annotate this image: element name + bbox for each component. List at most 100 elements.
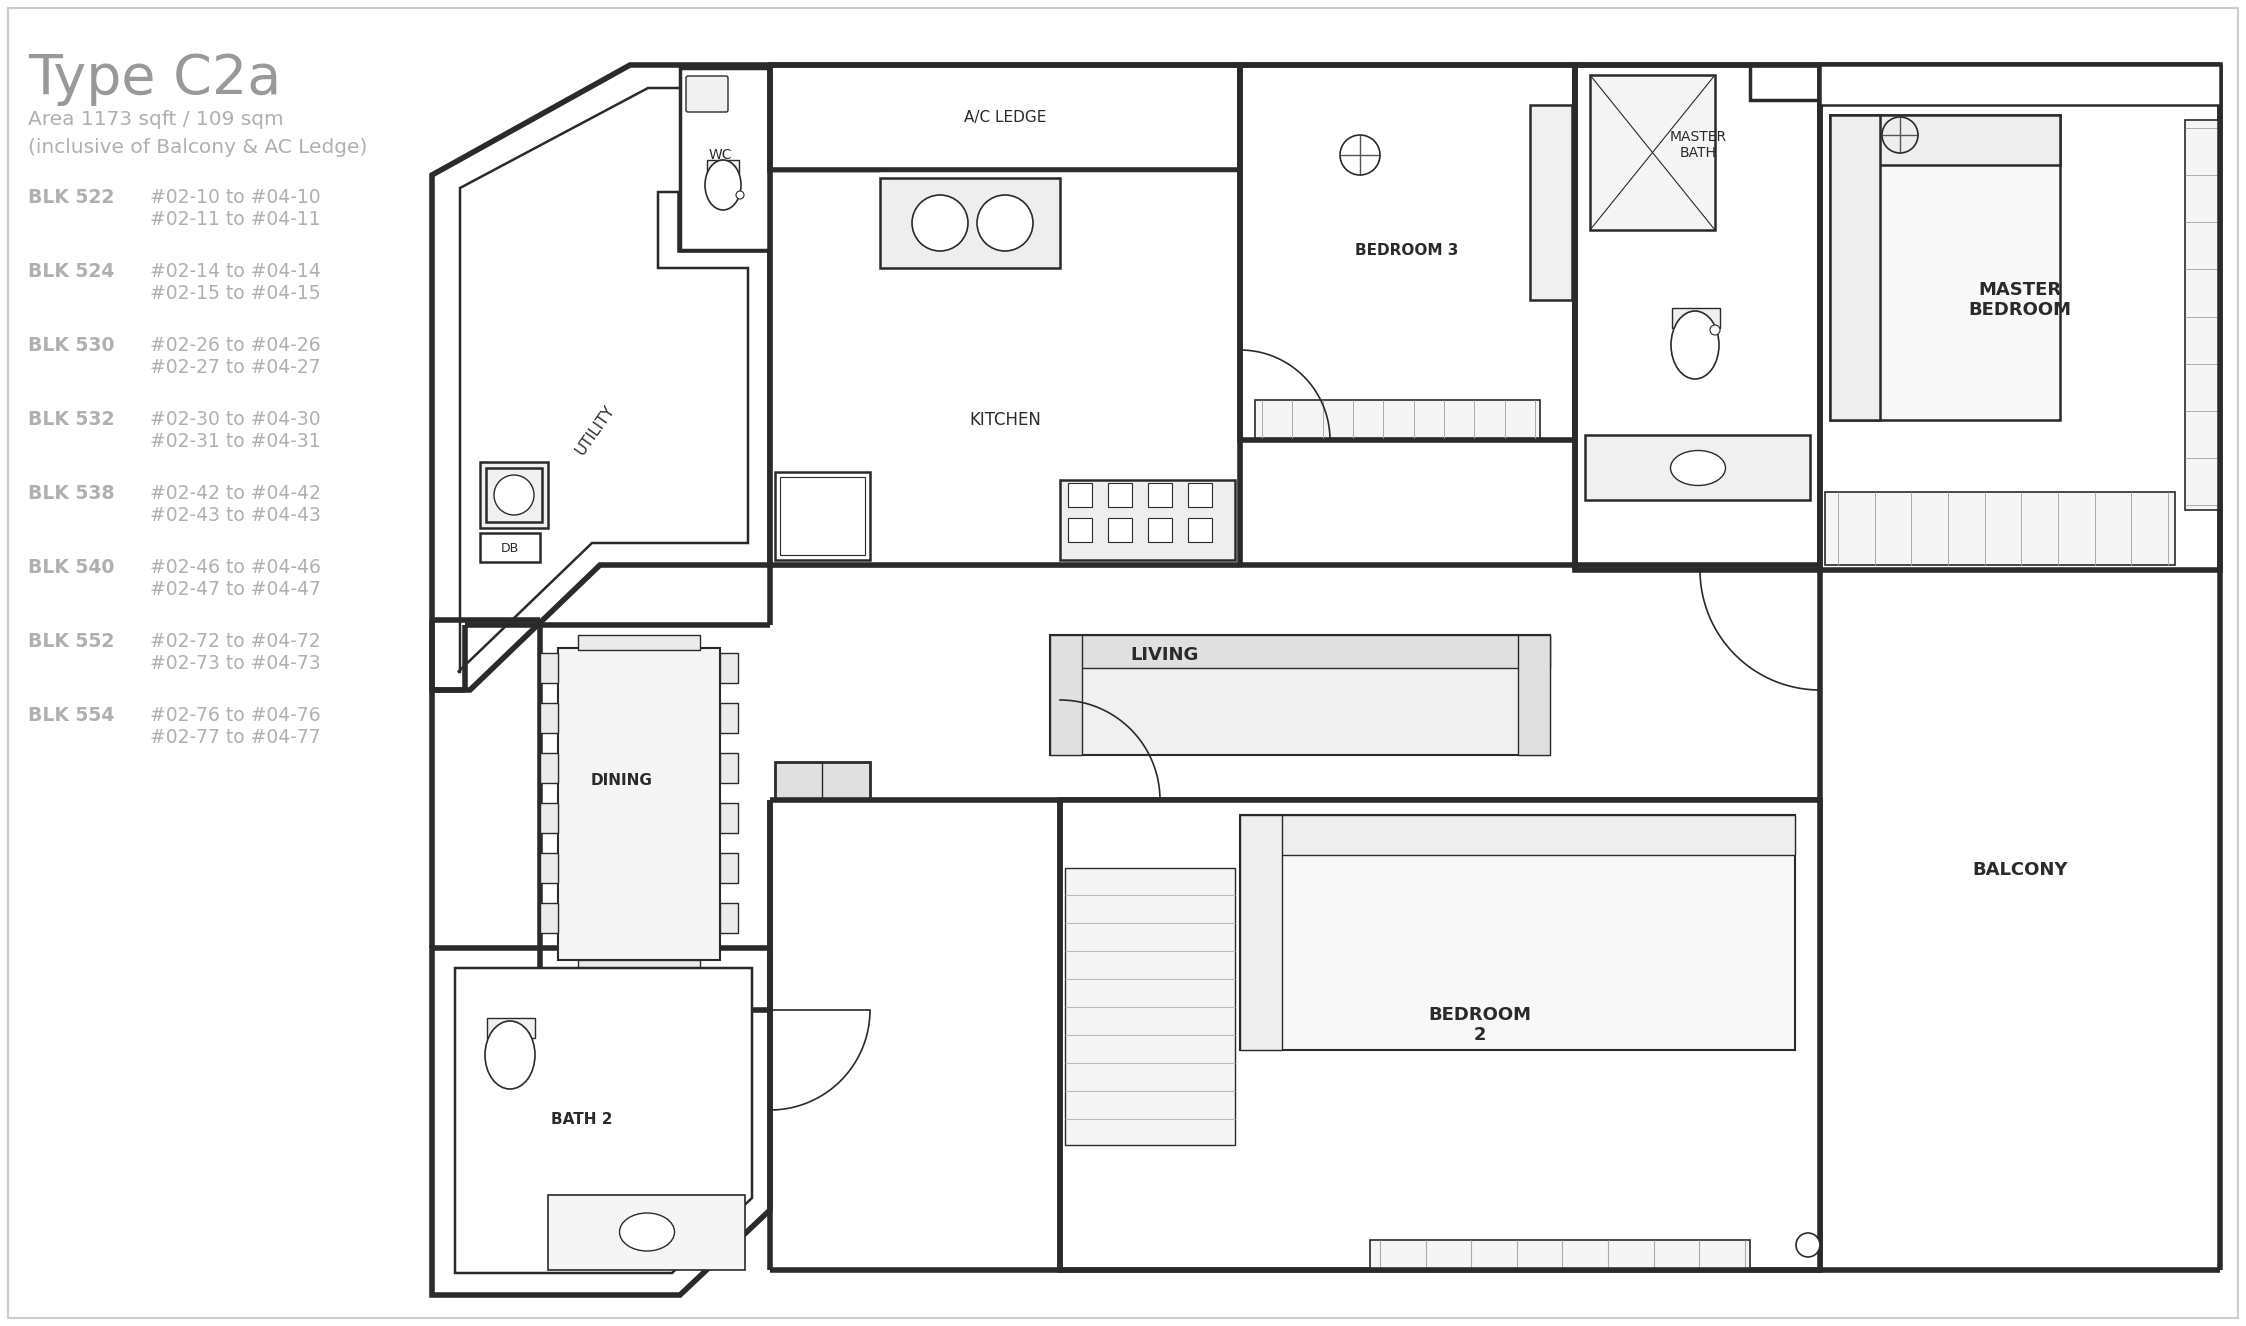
Text: BLK 532: BLK 532 [27, 410, 115, 430]
Bar [539, 903, 557, 934]
Bar [1148, 483, 1172, 507]
Text: BALCONY: BALCONY [1972, 861, 2069, 879]
Text: A/C LEDGE: A/C LEDGE [964, 110, 1047, 125]
Text: LIVING: LIVING [1130, 646, 1199, 664]
Bar [775, 762, 869, 800]
Bar [1107, 483, 1132, 507]
Polygon shape [456, 968, 752, 1273]
Bar [721, 903, 739, 934]
Bar [1530, 105, 1572, 300]
Bar [539, 703, 557, 733]
Text: #02-10 to #04-10: #02-10 to #04-10 [150, 188, 321, 207]
Bar [548, 1195, 746, 1270]
Polygon shape [431, 948, 770, 1296]
Bar [775, 472, 869, 560]
FancyBboxPatch shape [685, 76, 728, 111]
Text: #02-27 to #04-27: #02-27 to #04-27 [150, 358, 321, 377]
Circle shape [1797, 1233, 1819, 1257]
Text: #02-42 to #04-42: #02-42 to #04-42 [150, 484, 321, 503]
Bar [1049, 635, 1550, 668]
Text: #02-31 to #04-31: #02-31 to #04-31 [150, 432, 321, 451]
Bar [1830, 115, 2060, 420]
Text: DINING: DINING [591, 773, 654, 788]
Text: BEDROOM 3: BEDROOM 3 [1354, 243, 1458, 257]
Bar [681, 68, 770, 251]
Bar [1830, 115, 2060, 164]
Bar [1069, 518, 1092, 542]
Bar [1826, 492, 2174, 565]
Bar [1049, 635, 1550, 754]
Text: WC: WC [707, 149, 732, 162]
Circle shape [1709, 325, 1720, 335]
Bar [1188, 483, 1213, 507]
Bar [539, 804, 557, 833]
Text: #02-15 to #04-15: #02-15 to #04-15 [150, 284, 321, 304]
Text: #02-47 to #04-47: #02-47 to #04-47 [150, 579, 321, 599]
Bar [1671, 308, 1720, 328]
Bar [539, 652, 557, 683]
Bar [707, 160, 739, 175]
Text: DB: DB [501, 541, 519, 554]
Text: BEDROOM
2: BEDROOM 2 [1428, 1005, 1532, 1045]
Text: #02-76 to #04-76: #02-76 to #04-76 [150, 705, 321, 725]
Bar [1750, 65, 1819, 99]
Bar [539, 853, 557, 883]
Polygon shape [431, 65, 770, 690]
Text: BLK 538: BLK 538 [27, 484, 115, 503]
Circle shape [977, 195, 1033, 251]
Bar [721, 652, 739, 683]
Bar [1819, 65, 2219, 105]
Text: BLK 552: BLK 552 [27, 633, 115, 651]
Bar [485, 468, 541, 522]
Text: #02-73 to #04-73: #02-73 to #04-73 [150, 654, 321, 674]
Bar [1188, 518, 1213, 542]
Bar [1240, 815, 1795, 1050]
Ellipse shape [1671, 451, 1725, 485]
Text: BLK 554: BLK 554 [27, 705, 115, 725]
Bar [1060, 800, 1819, 1270]
Text: BLK 522: BLK 522 [27, 188, 115, 207]
Text: BLK 540: BLK 540 [27, 558, 115, 577]
Bar [721, 853, 739, 883]
Bar [721, 753, 739, 782]
Bar [1574, 65, 1819, 570]
Text: #02-46 to #04-46: #02-46 to #04-46 [150, 558, 321, 577]
Bar [770, 170, 1240, 565]
Text: #02-72 to #04-72: #02-72 to #04-72 [150, 633, 321, 651]
Bar [2185, 119, 2219, 511]
Bar [880, 178, 1060, 268]
Text: #02-30 to #04-30: #02-30 to #04-30 [150, 410, 321, 430]
Bar [1240, 65, 1574, 440]
Bar [487, 1018, 535, 1038]
Text: UTILITY: UTILITY [573, 403, 618, 457]
Bar [1148, 518, 1172, 542]
Text: #02-26 to #04-26: #02-26 to #04-26 [150, 335, 321, 355]
Ellipse shape [705, 160, 741, 210]
Bar [1107, 518, 1132, 542]
Bar [1370, 1240, 1750, 1270]
Circle shape [494, 475, 535, 514]
Bar [721, 804, 739, 833]
Bar [770, 65, 1240, 170]
Text: #02-14 to #04-14: #02-14 to #04-14 [150, 263, 321, 281]
Bar [1049, 635, 1083, 754]
Text: BATH 2: BATH 2 [550, 1113, 613, 1127]
Bar [1240, 815, 1282, 1050]
Text: KITCHEN: KITCHEN [968, 411, 1040, 430]
Text: #02-11 to #04-11: #02-11 to #04-11 [150, 210, 321, 229]
Text: BLK 524: BLK 524 [27, 263, 115, 281]
Polygon shape [458, 88, 748, 672]
Text: #02-43 to #04-43: #02-43 to #04-43 [150, 507, 321, 525]
Bar [481, 533, 539, 562]
Bar [1240, 815, 1795, 855]
Text: #02-77 to #04-77: #02-77 to #04-77 [150, 728, 321, 747]
Text: Type C2a: Type C2a [27, 52, 281, 106]
Bar [577, 635, 701, 650]
Bar [1590, 76, 1716, 229]
Bar [1518, 635, 1550, 754]
Circle shape [912, 195, 968, 251]
Bar [577, 960, 701, 975]
Circle shape [737, 191, 743, 199]
Bar [779, 477, 865, 556]
Ellipse shape [1671, 312, 1718, 379]
